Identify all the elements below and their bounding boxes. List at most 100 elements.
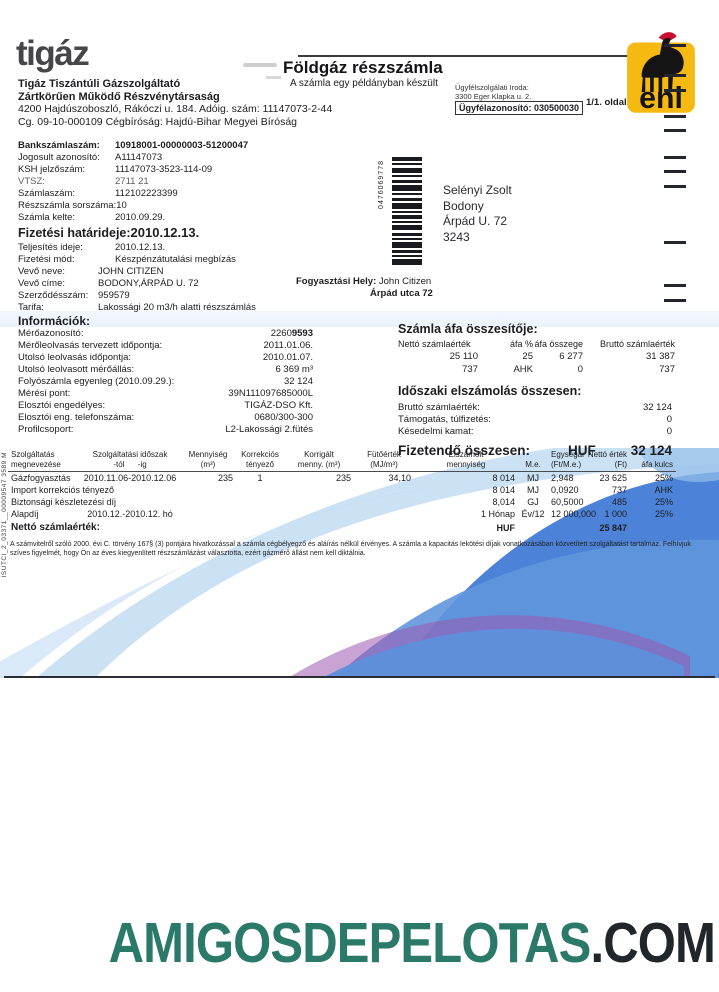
vat-cell: 25 110 <box>449 351 478 362</box>
detail-row: Bankszámlaszám: 10918001-00000003-5120004… <box>18 140 358 152</box>
period-value: 32 124 <box>642 402 672 413</box>
edge-mark <box>664 284 686 287</box>
col-header: Fütőérték (MJ/m³) <box>354 450 414 472</box>
col-header: M.e. <box>518 450 548 472</box>
detail-label: Fizetési mód: <box>18 254 75 265</box>
detail-label: Részszámla sorszáma: <box>18 200 117 211</box>
col-header: Korrigált menny. (m³) <box>284 450 354 472</box>
vat-header: áfa % <box>509 339 533 349</box>
header-divider-line <box>298 55 650 57</box>
detail-row: Számla kelte: 2010.09.29. <box>18 212 358 224</box>
vat-summary-table: Nettó számlaérték áfa % áfa összege Brut… <box>398 339 675 376</box>
edge-mark <box>664 299 686 302</box>
detail-label: Fizetési határideje: <box>18 226 131 240</box>
detail-row: Tarifa: Lakossági 20 m3/h alatti részszám… <box>18 302 358 314</box>
detail-label: Jogosult azonosító: <box>18 152 100 163</box>
document-title: Földgáz részszámla <box>283 58 443 77</box>
detail-value: 2010.12.13. <box>115 242 166 253</box>
info-row: Profilcsoport: L2-Lakossági 2.fütés <box>18 424 313 436</box>
company-court: Cg. 09-10-000109 Cégbíróság: Hajdú-Bihar… <box>18 115 297 128</box>
detail-label: KSH jelzőszám: <box>18 164 86 175</box>
info-value: 6 369 m³ <box>275 364 314 375</box>
detail-row: VTSZ: 2711 21 <box>18 176 358 188</box>
detail-value: Készpénzátutalási megbízás <box>115 254 236 265</box>
vat-cell: 6 277 <box>559 351 583 362</box>
info-label: Utolsó leolvasás időpontja: <box>18 352 132 363</box>
company-name-line2: Zártkörűen Működő Részvénytársaság <box>18 90 220 103</box>
detail-row: KSH jelzőszám: 11147073-3523-114-09 <box>18 164 358 176</box>
info-label: Mérési pont: <box>18 388 71 399</box>
recipient-city: Bodony <box>443 198 484 213</box>
detail-row: Szerződésszám: 959579 <box>18 290 358 302</box>
invoice-details-block: Bankszámlaszám: 10918001-00000003-5120004… <box>18 140 358 436</box>
service-table-header-row: Szolgáltatás megnevezése Szolgáltatási id… <box>8 450 676 472</box>
detail-row: Fizetési mód: Készpénzátutalási megbízás <box>18 254 358 266</box>
detail-label: Bankszámlaszám: <box>18 140 100 151</box>
consumption-site-block: Fogyasztási Hely: John Citizen Árpád utc… <box>296 276 433 299</box>
eni-logo: eni <box>627 32 695 115</box>
detail-row: Részszámla sorszáma: 10 <box>18 200 358 212</box>
detail-row: Vevő címe: BODONY,ÁRPÁD U. 72 <box>18 278 358 290</box>
edge-mark <box>664 44 686 47</box>
recipient-name: Selényi Zsolt <box>443 183 512 197</box>
info-label: Elosztói engedélyes: <box>18 400 106 411</box>
edge-mark <box>664 115 686 118</box>
edge-mark <box>664 129 686 132</box>
consumption-site-name: John Citizen <box>378 276 432 287</box>
service-table-block: Szolgáltatás megnevezése Szolgáltatási id… <box>8 450 676 534</box>
edge-mark <box>664 89 686 92</box>
wave-decoration <box>0 448 719 678</box>
scan-artifact-stripe <box>0 311 719 327</box>
vat-header: áfa összege <box>534 339 583 349</box>
info-label: Mérőazonosító: <box>18 328 84 339</box>
office-block: Ügyfélszolgálati Iroda: 3300 Eger Klapka… <box>455 83 531 101</box>
watermark: AMIGOSDEPELOTAS.COM <box>100 910 716 976</box>
info-row: Folyószámla egyenleg (2010.09.29.): 32 12… <box>18 376 313 388</box>
period-row: Bruttó számlaérték: 32 124 <box>398 402 672 414</box>
edge-mark <box>664 241 686 244</box>
info-row: Elosztói eng. telefonszáma: 0680/300-300 <box>18 412 313 424</box>
recipient-zip: 3243 <box>443 229 470 244</box>
watermark-name: AMIGOSDEPELOTAS <box>108 911 592 975</box>
office-label: Ügyfélszolgálati Iroda: <box>455 83 529 92</box>
info-label: Utolsó leolvasott mérőállás: <box>18 364 135 375</box>
consumption-site-line1: Fogyasztási Hely: John Citizen <box>296 276 432 287</box>
info-row: Mérőazonosító: 22609593 <box>18 328 313 340</box>
edge-mark <box>664 74 686 77</box>
vat-summary-title: Számla áfa összesítője: <box>398 322 538 336</box>
detail-label: VTSZ: <box>18 176 45 187</box>
info-value: 2010.01.07. <box>262 352 313 363</box>
period-label: Támogatás, túlfizetés: <box>398 414 491 425</box>
info-value: 32 124 <box>283 376 313 387</box>
col-header: Szolgáltatási időszak -tól -ig <box>80 450 180 472</box>
vat-row: 737 AHK 0 737 <box>398 363 675 376</box>
col-header: Egységár (Ft/M.e.) <box>548 450 585 472</box>
info-label: Profilcsoport: <box>18 424 74 435</box>
vat-header: Bruttó számlaérték <box>599 339 675 349</box>
print-side-code: ISUTCI_2_03371__00009547 3589 M <box>1 452 8 578</box>
info-label: Elosztói eng. telefonszáma: <box>18 412 135 423</box>
net-total-value: 25 847 <box>599 523 627 533</box>
service-row: Gázfogyasztás 2010.11.06-2010.12.06 235 1 23… <box>11 473 673 483</box>
vat-cell: AHK <box>513 364 533 375</box>
info-value: 0680/300-300 <box>254 412 313 423</box>
page-number: 1/1. oldal <box>586 97 627 108</box>
detail-value: 10 <box>116 200 127 211</box>
service-table: Szolgáltatás megnevezése Szolgáltatási id… <box>8 450 676 534</box>
barcode-number: 0476069778 <box>378 160 385 209</box>
legal-footnote: A számvitelről szóló 2000. évi C. törvén… <box>10 541 691 557</box>
consumption-site-address: Árpád utca 72 <box>370 287 433 299</box>
vat-cell: 737 <box>659 364 675 375</box>
vat-summary-block: Számla áfa összesítője: Nettó számlaérté… <box>398 322 678 376</box>
info-label: Folyószámla egyenleg (2010.09.29.): <box>18 376 175 387</box>
detail-label: Szerződésszám: <box>18 290 89 301</box>
net-total-currency: HUF <box>496 523 516 533</box>
detail-label: Számlaszám: <box>18 188 76 199</box>
company-name-line1: Tigáz Tiszántúli Gázszolgáltató <box>18 78 181 90</box>
edge-mark <box>664 185 686 188</box>
customer-address: BODONY,ÁRPÁD U. 72 <box>98 278 199 289</box>
recipient-street: Árpád U. 72 <box>443 214 508 228</box>
detail-row: Jogosult azonosító: A11147073 <box>18 152 358 164</box>
watermark-tld: .COM <box>590 911 715 975</box>
col-header: Korrekciós tényező <box>236 450 284 472</box>
